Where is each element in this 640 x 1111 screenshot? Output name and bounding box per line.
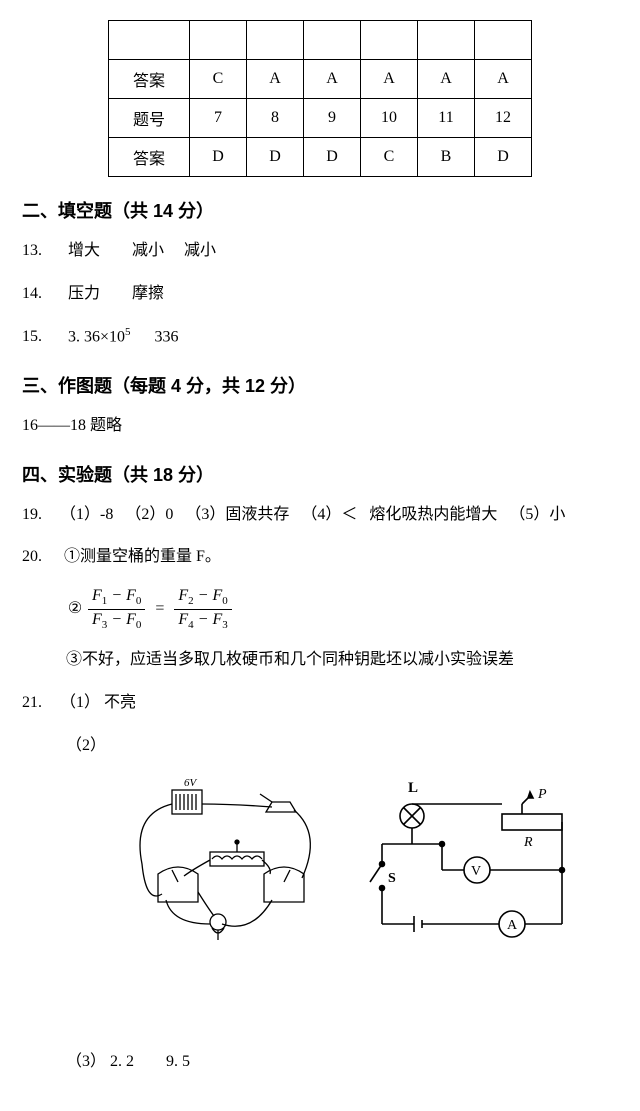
- q21-diagrams: 6V: [122, 774, 618, 944]
- q19-num: 19.: [22, 501, 56, 530]
- q21-num: 21.: [22, 689, 56, 718]
- cell: 11: [418, 99, 475, 138]
- q15-num: 15.: [22, 323, 56, 352]
- q16-18: 16——18 题略: [22, 412, 618, 441]
- label-v: V: [471, 864, 481, 879]
- lhs-num: F1 − F0: [88, 586, 145, 609]
- cell: 8: [247, 99, 304, 138]
- q13-a: 增大: [68, 242, 100, 259]
- q14-a: 压力: [68, 285, 100, 302]
- label-r: R: [523, 835, 533, 850]
- table-row: 题号 7 8 9 10 11 12: [109, 99, 532, 138]
- q13-b: 减小: [132, 242, 164, 259]
- cell: C: [190, 60, 247, 99]
- q15-second: 336: [155, 328, 179, 345]
- cell: [247, 21, 304, 60]
- cell: D: [304, 138, 361, 177]
- q19-line: 19. （1）-8 （2）0 （3）固液共存 （4）＜ 熔化吸热内能增大 （5）…: [22, 501, 618, 530]
- q15-exp: 5: [125, 326, 131, 338]
- q20-step2-line: ② F1 − F0 F3 − F0 = F2 − F0 F4 − F3: [22, 586, 618, 632]
- q20-equation: F1 − F0 F3 − F0 = F2 − F0 F4 − F3: [88, 586, 232, 632]
- q20-step3: ③不好，应适当多取几枚硬币和几个同种钥匙坯以减小实验误差: [22, 646, 618, 675]
- cell: 10: [361, 99, 418, 138]
- section-heading-3: 三、作图题（每题 4 分，共 12 分）: [22, 372, 618, 398]
- cell: C: [361, 138, 418, 177]
- cell: [361, 21, 418, 60]
- q20-num: 20.: [22, 543, 56, 572]
- q20-step1-line: 20. ①测量空桶的重量 F。: [22, 543, 618, 572]
- q15-line: 15. 3. 36×105 336: [22, 323, 618, 352]
- label-6v: 6V: [184, 777, 198, 789]
- row-label: [109, 21, 190, 60]
- q21-p2-label: （2）: [22, 732, 618, 761]
- q21-p3: （3） 2. 2 9. 5: [22, 1048, 618, 1077]
- table-row: 答案 C A A A A A: [109, 60, 532, 99]
- row-label: 答案: [109, 138, 190, 177]
- rhs-num: F2 − F0: [174, 586, 231, 609]
- q14-b: 摩擦: [132, 285, 164, 302]
- cell: A: [361, 60, 418, 99]
- q21-p1: （1） 不亮: [60, 694, 136, 711]
- q15-value: 3. 36×10: [68, 328, 125, 345]
- table-row: [109, 21, 532, 60]
- cell: 7: [190, 99, 247, 138]
- q19-p4a: （4）＜: [301, 506, 357, 523]
- q20-step2-marker: ②: [66, 595, 84, 624]
- cell: D: [475, 138, 532, 177]
- cell: [304, 21, 361, 60]
- q19-p3: （3）固液共存: [185, 506, 289, 523]
- q13-num: 13.: [22, 237, 56, 266]
- q19-p5: （5）小: [509, 506, 565, 523]
- rhs-den: F4 − F3: [174, 610, 231, 632]
- equals-sign: =: [149, 595, 170, 624]
- cell: A: [304, 60, 361, 99]
- cell: A: [247, 60, 304, 99]
- q14-line: 14. 压力 摩擦: [22, 280, 618, 309]
- answer-table: 答案 C A A A A A 题号 7 8 9 10 11 12 答案 D D …: [108, 20, 532, 177]
- q19-p4b: 熔化吸热内能增大: [369, 506, 497, 523]
- label-l: L: [408, 780, 418, 796]
- label-p: P: [537, 787, 547, 802]
- q21-p1-line: 21. （1） 不亮: [22, 689, 618, 718]
- cell: 12: [475, 99, 532, 138]
- cell: A: [475, 60, 532, 99]
- q13-line: 13. 增大 减小 减小: [22, 237, 618, 266]
- q14-num: 14.: [22, 280, 56, 309]
- q19-p2: （2）0: [125, 506, 173, 523]
- circuit-schematic: L S A: [352, 774, 582, 944]
- q20-step1: ①测量空桶的重量 F。: [64, 548, 221, 565]
- row-label: 答案: [109, 60, 190, 99]
- row-label: 题号: [109, 99, 190, 138]
- rhs-frac: F2 − F0 F4 − F3: [174, 586, 231, 632]
- cell: 9: [304, 99, 361, 138]
- label-s: S: [388, 871, 396, 886]
- label-a: A: [507, 918, 518, 933]
- table-row: 答案 D D D C B D: [109, 138, 532, 177]
- cell: B: [418, 138, 475, 177]
- cell: D: [190, 138, 247, 177]
- cell: A: [418, 60, 475, 99]
- section-heading-4: 四、实验题（共 18 分）: [22, 461, 618, 487]
- cell: D: [247, 138, 304, 177]
- lhs-den: F3 − F0: [88, 610, 145, 632]
- section-heading-2: 二、填空题（共 14 分）: [22, 197, 618, 223]
- cell: [475, 21, 532, 60]
- lhs-frac: F1 − F0 F3 − F0: [88, 586, 145, 632]
- rheostat-icon: [502, 814, 562, 830]
- q13-c: 减小: [184, 242, 216, 259]
- cell: [418, 21, 475, 60]
- cell: [190, 21, 247, 60]
- physical-wiring-sketch: 6V: [122, 774, 332, 944]
- q19-p1: （1）-8: [60, 506, 113, 523]
